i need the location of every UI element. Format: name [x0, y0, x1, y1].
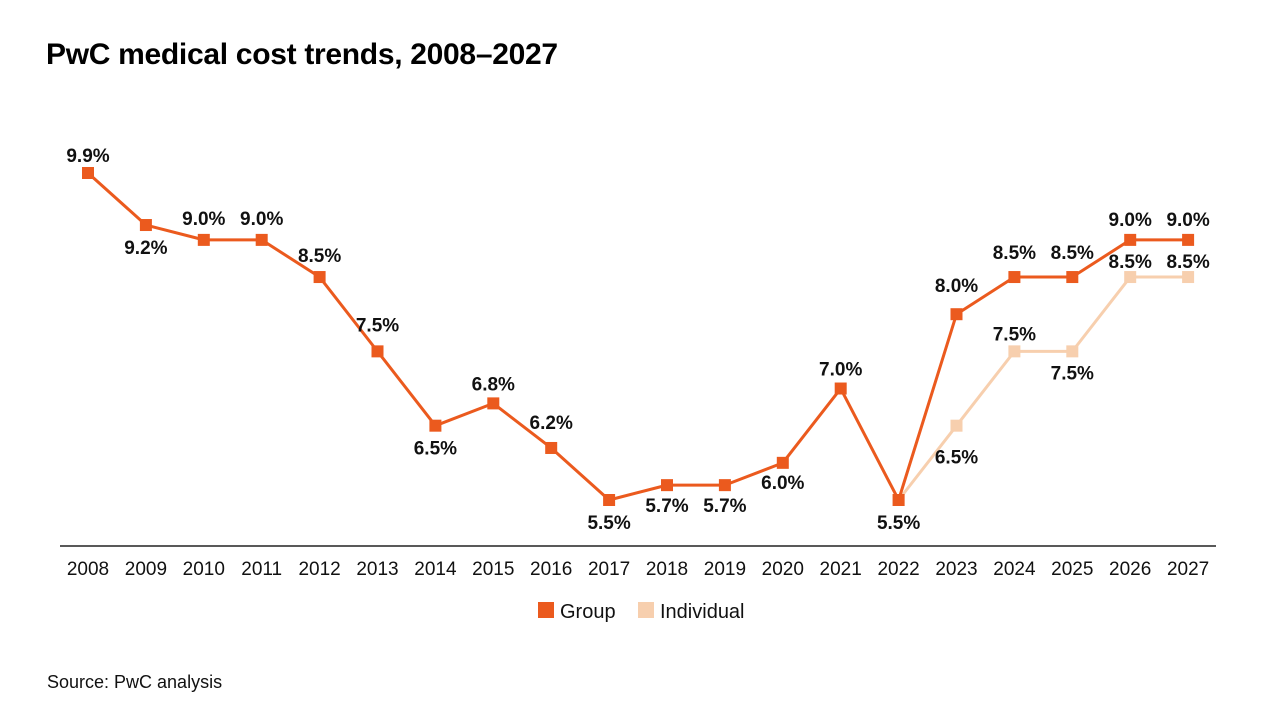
data-point-group	[718, 479, 731, 492]
data-point-group	[892, 494, 905, 506]
chart-title: PwC medical cost trends, 2008–2027	[46, 38, 558, 71]
data-label-group: 9.0%	[240, 209, 283, 230]
data-label-group: 9.9%	[66, 146, 109, 167]
data-label-individual: 7.5%	[993, 324, 1036, 345]
x-tick-label: 2011	[241, 559, 282, 580]
x-tick-label: 2015	[472, 559, 514, 580]
x-tick-label: 2026	[1109, 559, 1151, 580]
data-point-group	[255, 233, 268, 246]
x-tick-label: 2024	[993, 559, 1036, 580]
data-point-group	[545, 441, 558, 454]
x-tick-label: 2020	[762, 559, 804, 580]
source-note: Source: PwC analysis	[47, 672, 223, 692]
data-label-individual: 6.5%	[935, 448, 978, 469]
data-label-group: 8.5%	[993, 243, 1036, 264]
x-tick-label: 2025	[1051, 559, 1093, 580]
data-label-group: 5.5%	[877, 513, 920, 534]
legend-label-group: Group	[560, 601, 616, 623]
data-point-group	[834, 382, 847, 395]
data-label-individual: 8.5%	[1109, 252, 1152, 273]
x-tick-label: 2016	[530, 559, 572, 580]
data-label-group: 6.5%	[414, 439, 457, 460]
x-tick-label: 2008	[67, 559, 109, 580]
legend-label-individual: Individual	[660, 601, 745, 623]
x-tick-label: 2012	[298, 559, 340, 580]
data-label-group: 5.7%	[703, 496, 746, 517]
data-point-group	[429, 419, 442, 432]
data-point-group	[139, 219, 152, 232]
data-point-individual	[1066, 345, 1079, 358]
data-label-group: 8.0%	[935, 276, 978, 297]
data-label-group: 8.5%	[298, 246, 341, 267]
x-tick-label: 2023	[935, 559, 977, 580]
data-point-group	[776, 456, 789, 469]
data-point-group	[1066, 271, 1079, 284]
x-tick-label: 2022	[877, 559, 919, 580]
data-point-group	[487, 397, 500, 410]
data-point-group	[371, 345, 384, 358]
data-label-group: 9.0%	[1166, 210, 1209, 231]
data-label-group: 6.2%	[530, 413, 573, 434]
data-point-group	[950, 308, 963, 321]
data-label-group: 5.7%	[645, 496, 688, 517]
data-point-group	[661, 479, 673, 492]
data-label-individual: 7.5%	[1051, 363, 1094, 384]
data-label-group: 5.5%	[587, 513, 630, 534]
series-line-individual	[897, 275, 1189, 501]
series-line-group	[86, 171, 1189, 502]
x-tick-label: 2010	[183, 559, 225, 580]
data-point-group	[197, 233, 210, 246]
data-label-group: 7.5%	[356, 315, 399, 336]
data-point-group	[1008, 271, 1021, 284]
data-point-individual	[1008, 345, 1021, 358]
x-tick-label: 2013	[356, 559, 398, 580]
data-label-group: 7.0%	[819, 360, 862, 381]
x-tick-label: 2021	[820, 559, 862, 580]
data-point-individual	[1182, 271, 1195, 284]
data-point-individual	[950, 419, 963, 432]
x-tick-label: 2018	[646, 559, 688, 580]
data-label-group: 6.0%	[761, 473, 804, 494]
x-tick-label: 2019	[704, 559, 746, 580]
x-tick-label: 2027	[1167, 559, 1209, 580]
data-label-group: 9.0%	[1109, 210, 1152, 231]
legend-swatch-group	[538, 602, 554, 618]
data-label-group: 6.8%	[472, 374, 515, 395]
data-point-group	[313, 271, 326, 284]
data-point-group	[1124, 233, 1137, 246]
data-point-individual	[1124, 271, 1137, 284]
data-point-group	[82, 167, 94, 179]
legend: Group Individual	[538, 601, 745, 623]
data-label-group: 9.2%	[124, 238, 167, 259]
data-label-individual: 8.5%	[1166, 252, 1209, 273]
legend-swatch-individual	[638, 602, 654, 618]
x-tick-label: 2014	[414, 559, 457, 580]
data-label-group: 8.5%	[1051, 243, 1094, 264]
data-label-group: 9.0%	[182, 209, 225, 230]
x-tick-label: 2009	[125, 559, 167, 580]
data-point-group	[1182, 233, 1195, 246]
x-tick-label: 2017	[588, 559, 630, 580]
data-point-group	[603, 494, 616, 506]
